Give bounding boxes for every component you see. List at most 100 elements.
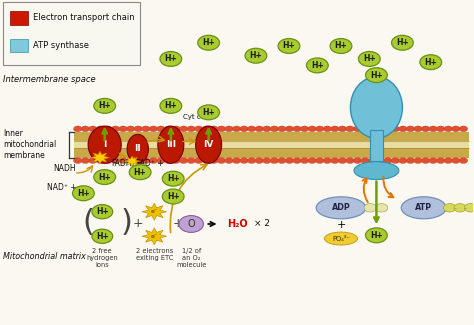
Circle shape (89, 126, 97, 132)
Text: FADH₂: FADH₂ (111, 159, 135, 168)
Circle shape (202, 126, 210, 132)
Ellipse shape (88, 126, 121, 163)
Circle shape (459, 126, 468, 132)
Circle shape (81, 126, 90, 132)
Circle shape (232, 158, 241, 163)
Text: H+: H+ (98, 173, 111, 182)
Circle shape (187, 158, 195, 163)
Text: 2 electrons
exiting ETC: 2 electrons exiting ETC (136, 248, 173, 261)
Circle shape (285, 158, 294, 163)
Circle shape (316, 158, 324, 163)
Ellipse shape (350, 77, 402, 138)
Circle shape (392, 35, 413, 50)
Circle shape (104, 158, 112, 163)
Circle shape (245, 48, 267, 63)
Circle shape (420, 55, 442, 70)
Circle shape (217, 126, 226, 132)
Circle shape (270, 158, 279, 163)
Circle shape (127, 158, 135, 163)
Circle shape (278, 39, 300, 53)
Circle shape (421, 158, 430, 163)
Ellipse shape (354, 162, 399, 179)
Text: O: O (187, 219, 195, 229)
Bar (370, 130, 383, 161)
Text: Electron transport chain: Electron transport chain (33, 13, 135, 22)
Text: NAD⁺ +: NAD⁺ + (47, 183, 77, 192)
Circle shape (194, 126, 203, 132)
Text: H+: H+ (249, 51, 262, 60)
Circle shape (308, 158, 317, 163)
Text: 1/2 of
an O₂
molecule: 1/2 of an O₂ molecule (176, 248, 206, 268)
Circle shape (172, 126, 180, 132)
Polygon shape (142, 228, 166, 245)
Circle shape (454, 203, 466, 212)
Circle shape (96, 126, 105, 132)
Circle shape (240, 126, 248, 132)
Circle shape (156, 126, 165, 132)
Text: e⁻: e⁻ (151, 209, 158, 214)
Text: ATP synthase: ATP synthase (33, 41, 89, 50)
Circle shape (346, 126, 354, 132)
Circle shape (278, 126, 286, 132)
Polygon shape (125, 156, 140, 166)
Text: H+: H+ (167, 192, 180, 201)
Circle shape (365, 228, 387, 243)
Circle shape (255, 126, 264, 132)
Circle shape (73, 126, 82, 132)
Circle shape (194, 158, 203, 163)
Circle shape (73, 186, 94, 201)
Circle shape (399, 126, 407, 132)
Circle shape (160, 51, 182, 66)
Circle shape (217, 158, 226, 163)
Circle shape (391, 158, 400, 163)
Polygon shape (142, 203, 166, 220)
Text: Intermembrane space: Intermembrane space (3, 75, 96, 84)
Circle shape (210, 126, 218, 132)
Circle shape (240, 158, 248, 163)
Text: III: III (166, 140, 176, 149)
Circle shape (353, 158, 362, 163)
Circle shape (134, 126, 143, 132)
Circle shape (368, 126, 377, 132)
Circle shape (94, 170, 116, 185)
Text: NADH: NADH (53, 163, 76, 173)
Circle shape (89, 158, 97, 163)
Circle shape (414, 126, 422, 132)
Circle shape (437, 126, 445, 132)
Circle shape (368, 158, 377, 163)
Text: H₂O: H₂O (228, 219, 248, 229)
Text: H+: H+ (363, 55, 376, 63)
Circle shape (330, 158, 339, 163)
Circle shape (142, 126, 150, 132)
Text: FAD⁺ +: FAD⁺ + (136, 159, 164, 168)
Text: e⁻: e⁻ (151, 234, 158, 239)
Ellipse shape (401, 197, 446, 219)
Circle shape (198, 105, 219, 120)
Circle shape (365, 68, 387, 83)
Text: H+: H+ (77, 189, 90, 198)
Text: H+: H+ (424, 58, 437, 67)
Text: +: + (336, 220, 346, 230)
Circle shape (376, 158, 384, 163)
Text: H+: H+ (335, 42, 347, 50)
Text: H+: H+ (311, 61, 324, 70)
Circle shape (444, 158, 453, 163)
Circle shape (414, 158, 422, 163)
Text: I: I (103, 140, 106, 149)
Circle shape (383, 158, 392, 163)
Text: 2 free
hydrogen
ions: 2 free hydrogen ions (86, 248, 118, 268)
Circle shape (94, 98, 116, 113)
Circle shape (263, 126, 271, 132)
Circle shape (156, 158, 165, 163)
Circle shape (338, 158, 346, 163)
Circle shape (187, 126, 195, 132)
Bar (74, 132, 469, 141)
Text: H+: H+ (283, 42, 295, 50)
Circle shape (164, 158, 173, 163)
Text: Inner
mitochondrial
membrane: Inner mitochondrial membrane (3, 129, 56, 160)
Circle shape (198, 35, 219, 50)
Bar (74, 141, 469, 148)
Text: H+: H+ (96, 207, 109, 216)
Circle shape (444, 126, 453, 132)
Circle shape (338, 126, 346, 132)
